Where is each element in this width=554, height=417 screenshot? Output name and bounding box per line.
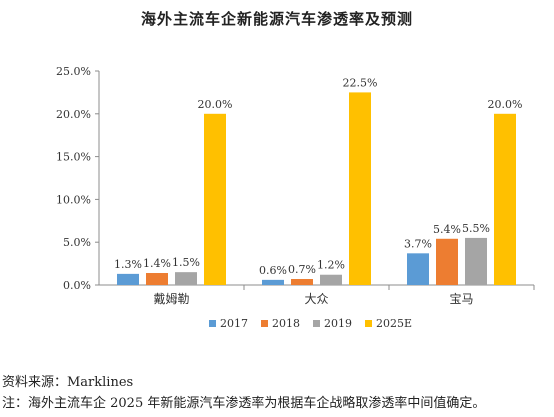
legend-swatch	[313, 320, 320, 327]
y-tick-label: 25.0%	[56, 65, 91, 78]
data-label: 22.5%	[343, 76, 378, 89]
y-tick-label: 5.0%	[63, 236, 91, 249]
bar	[436, 238, 458, 285]
bar	[117, 273, 139, 285]
x-tick-label: 宝马	[449, 292, 473, 306]
legend-label: 2025E	[376, 317, 412, 330]
data-label: 3.7%	[404, 237, 432, 250]
y-tick-label: 20.0%	[56, 108, 91, 121]
data-label: 5.5%	[462, 222, 490, 235]
legend-swatch	[365, 320, 372, 327]
data-label: 20.0%	[198, 98, 233, 111]
chart-title: 海外主流车企新能源汽车渗透率及预测	[140, 10, 413, 28]
bar	[320, 274, 342, 285]
bar	[204, 113, 226, 285]
data-label: 1.3%	[114, 258, 142, 271]
data-label: 5.4%	[433, 223, 461, 236]
data-label: 0.7%	[288, 263, 316, 276]
x-tick-label: 戴姆勒	[153, 291, 189, 306]
data-labels-layer: 1.3% 1.4% 1.5%20.0%0.6% 0.7% 1.2%22.5%3.7%5.…	[114, 76, 522, 276]
x-tick-label: 大众	[304, 292, 328, 306]
bar	[465, 237, 487, 285]
axis-layer: 0.0% 5.0% 10.0% 15.0% 20.0% 25.0% 戴姆勒 大众 宝马	[56, 65, 535, 306]
legend-swatch	[261, 320, 268, 327]
bar	[146, 273, 168, 285]
legend-label: 2018	[272, 317, 300, 330]
bar	[349, 92, 371, 286]
data-label: 1.4%	[143, 257, 171, 270]
bar	[262, 279, 284, 285]
legend-label: 2019	[324, 317, 352, 330]
legend: 2017 2018 2019 2025E	[209, 317, 412, 330]
data-label: 20.0%	[488, 98, 523, 111]
bar	[407, 253, 429, 285]
y-tick-label: 0.0%	[63, 279, 91, 292]
data-label: 1.2%	[317, 259, 345, 272]
source-line: 资料来源：Marklines	[2, 375, 134, 390]
data-label: 1.5%	[172, 256, 200, 269]
legend-swatch	[209, 320, 216, 327]
bar	[494, 113, 516, 285]
bars-layer	[117, 92, 516, 286]
note-line: 注：海外主流车企 2025 年新能源汽车渗透率为根据车企战略取渗透率中间值确定。	[2, 396, 486, 411]
y-tick-label: 15.0%	[56, 151, 91, 164]
legend-label: 2017	[220, 317, 248, 330]
data-label: 0.6%	[259, 264, 287, 277]
y-tick-label: 10.0%	[56, 193, 91, 206]
bar	[175, 272, 197, 285]
bar	[291, 279, 313, 285]
